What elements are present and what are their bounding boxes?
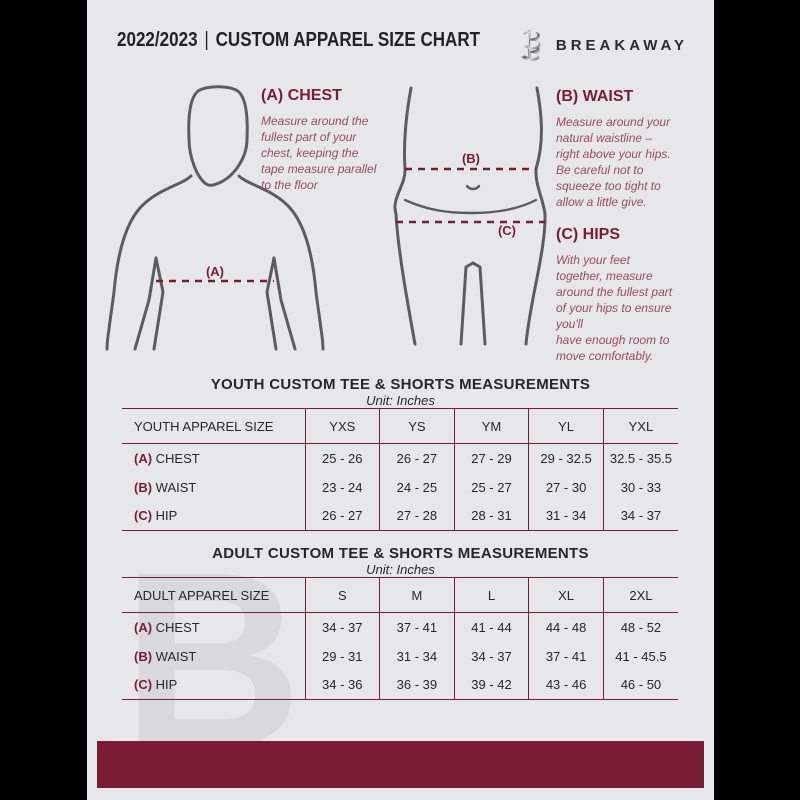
svg-text:(C): (C) bbox=[498, 223, 516, 238]
svg-text:(A): (A) bbox=[206, 264, 224, 279]
svg-text:(B): (B) bbox=[462, 151, 480, 166]
